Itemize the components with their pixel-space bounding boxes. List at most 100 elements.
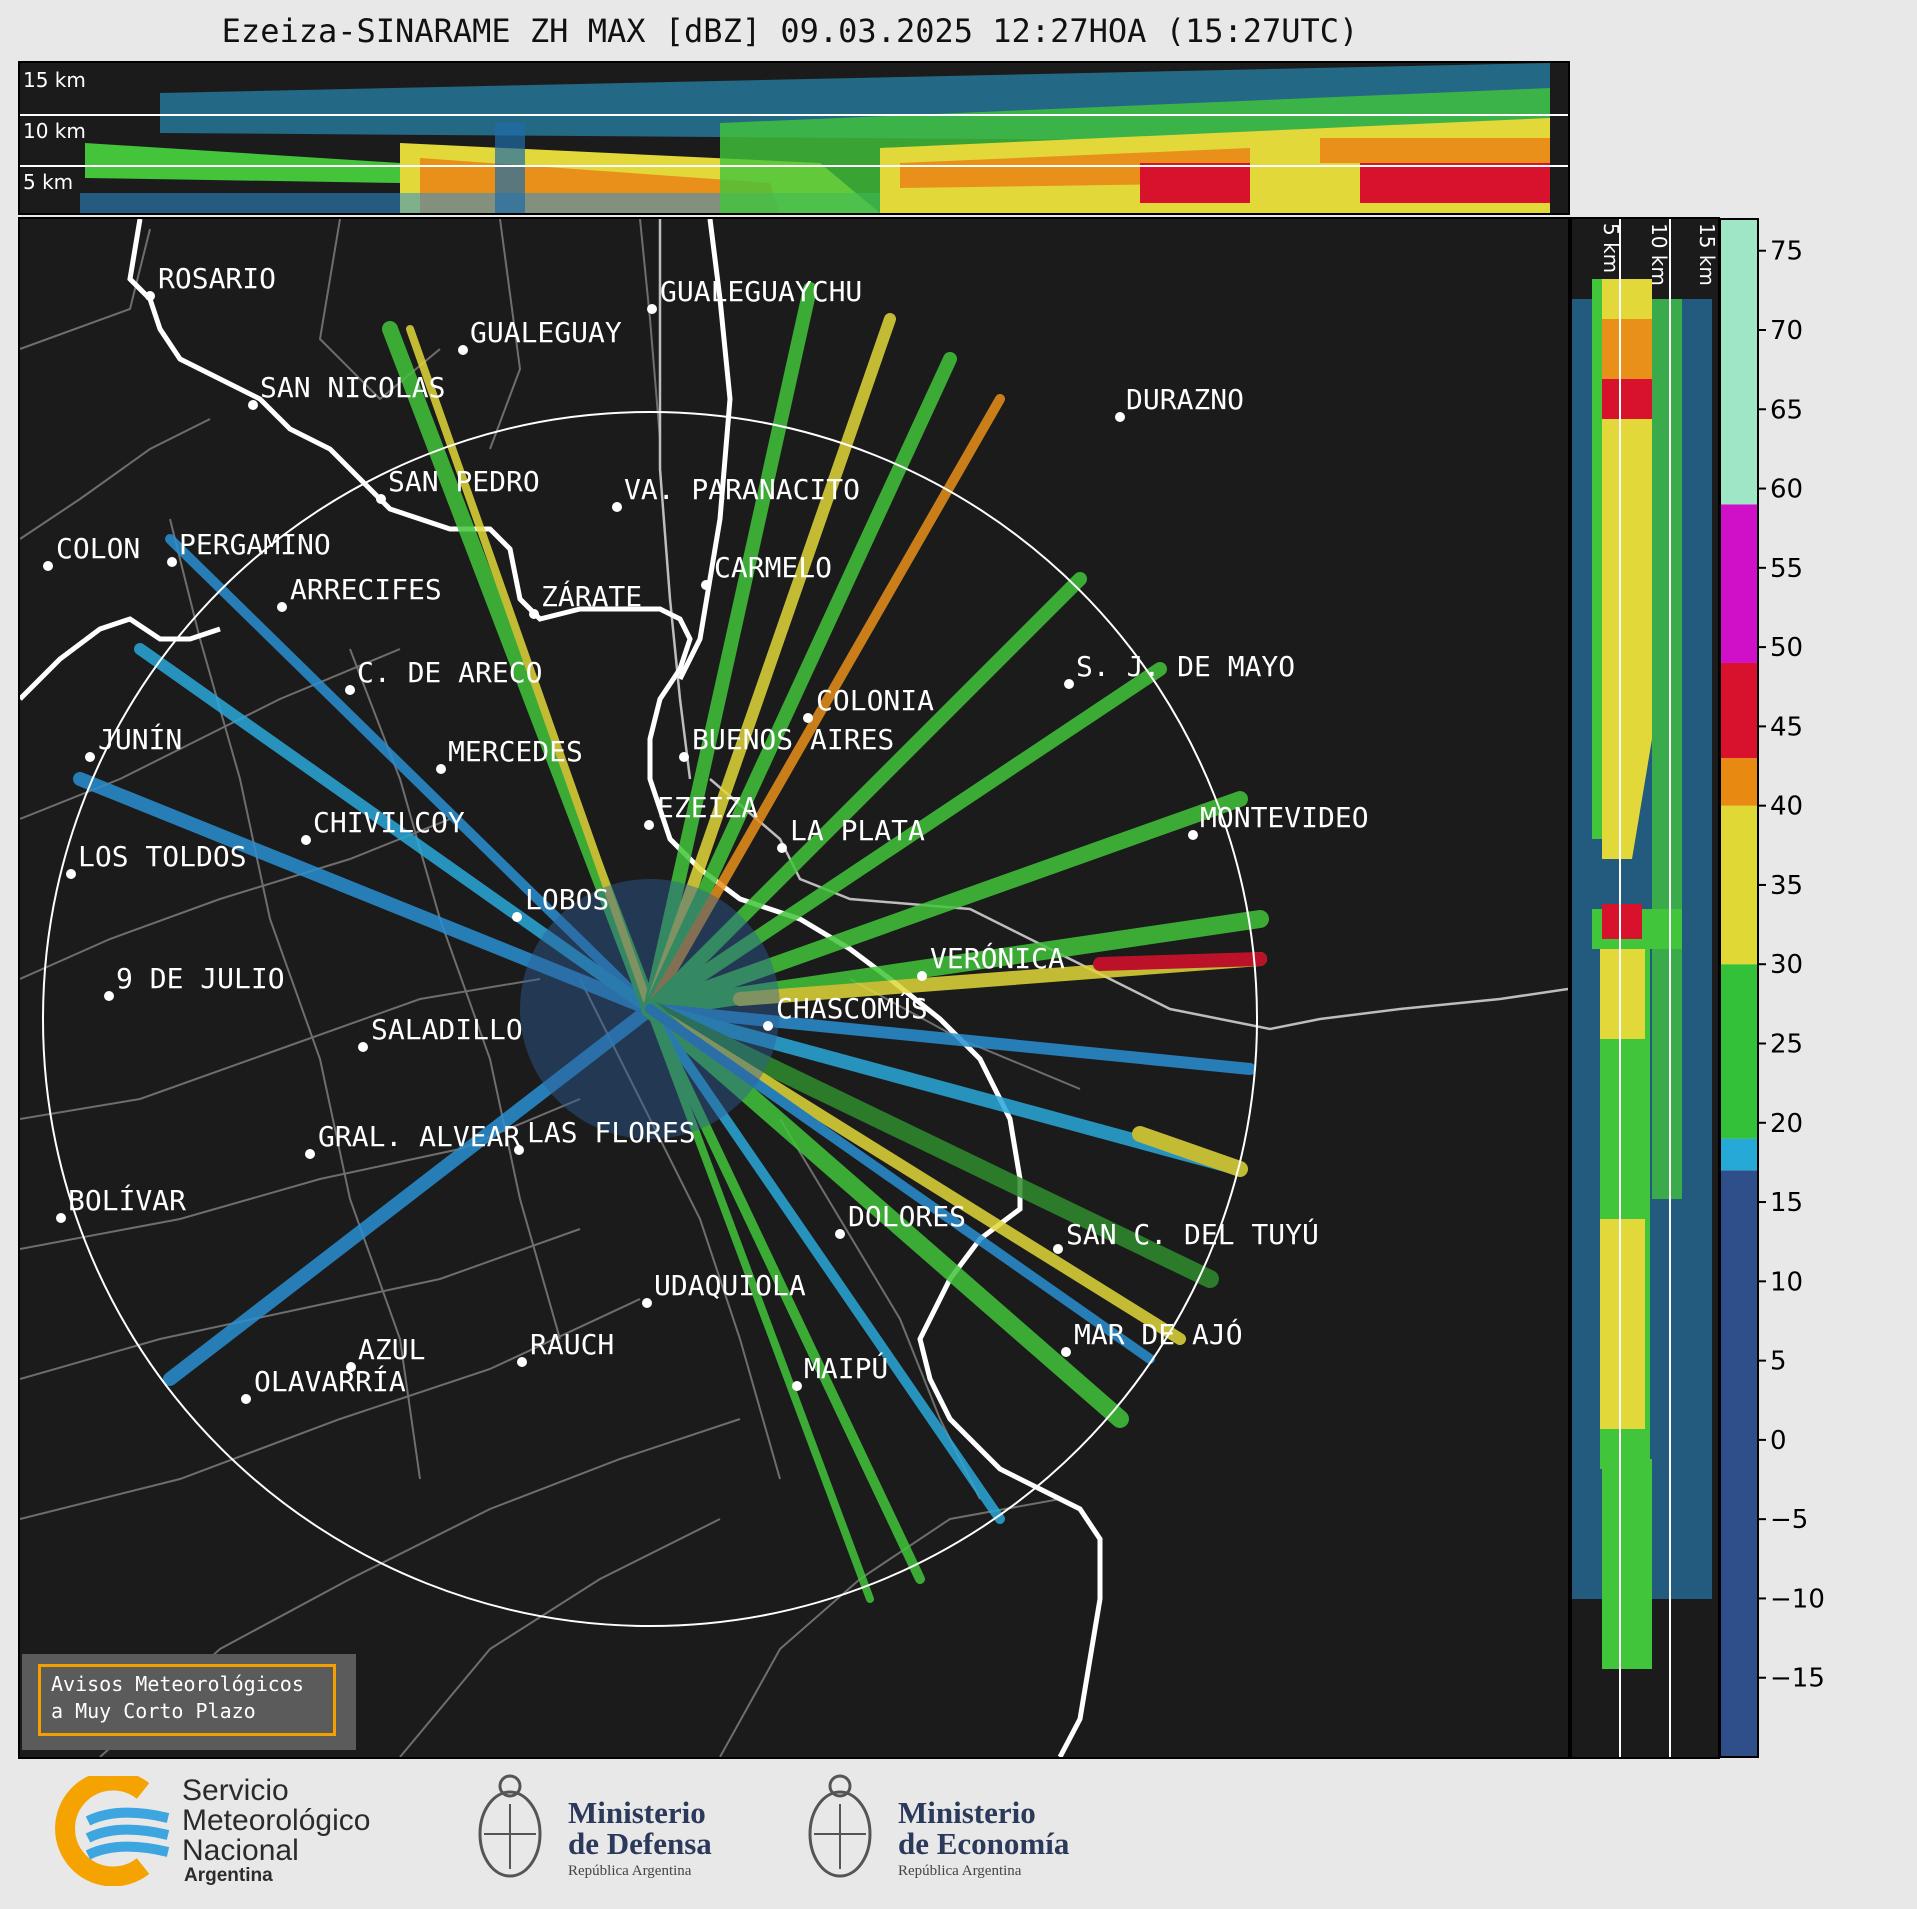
city-label-saladillo: SALADILLO <box>371 1013 523 1046</box>
top-profile-svg: 15 km 10 km 5 km <box>20 63 1568 213</box>
city-label-mar-de-ajo: MAR DE AJÓ <box>1074 1317 1243 1351</box>
city-label-montevideo: MONTEVIDEO <box>1200 801 1369 834</box>
colorbar-tick-label: 10 <box>1770 1267 1803 1297</box>
city-label-azul: AZUL <box>358 1333 425 1366</box>
city-label-gral-alvear: GRAL. ALVEAR <box>318 1120 520 1153</box>
smn-logo-text: Servicio Meteorológico Nacional <box>182 1776 370 1866</box>
colorbar-tick-label: 75 <box>1770 237 1803 267</box>
city-label-chivilcoy: CHIVILCOY <box>313 806 465 839</box>
top-profile-echoes <box>80 63 1550 213</box>
radar-echoes <box>73 282 1269 1603</box>
city-label-lobos: LOBOS <box>525 883 609 916</box>
city-label-rauch: RAUCH <box>530 1328 614 1361</box>
colorbar-tick-label: −5 <box>1770 1505 1808 1535</box>
economia-line-2: de Economía <box>898 1826 1070 1861</box>
economia-text: Ministerio de Economía República Argenti… <box>898 1797 1069 1880</box>
smn-line-2: Meteorológico <box>182 1804 371 1837</box>
economia-seal-icon <box>808 1774 872 1878</box>
colorbar-tick-label: 15 <box>1770 1188 1803 1218</box>
city-label-va-paranacito: VA. PARANACITO <box>624 473 860 506</box>
city-label-la-plata: LA PLATA <box>790 814 925 847</box>
city-label-junin: JUNÍN <box>98 722 182 756</box>
economia-line-1: Ministerio <box>898 1795 1036 1830</box>
city-label-colonia: COLONIA <box>816 684 934 717</box>
city-label-pergamino: PERGAMINO <box>179 528 331 561</box>
colorbar-tick-label: 45 <box>1770 712 1803 742</box>
city-label-zarate: ZÁRATE <box>541 579 642 613</box>
side-height-label-5: 5 km <box>1599 223 1623 273</box>
city-label-dolores: DOLORES <box>848 1200 966 1233</box>
alert-line-2: a Muy Corto Plazo <box>51 1699 256 1723</box>
colorbar-tick-label: 0 <box>1770 1426 1787 1456</box>
alert-link[interactable]: Avisos Meteorológicos a Muy Corto Plazo <box>38 1664 336 1736</box>
radar-map-svg: ROSARIO GUALEGUAYCHU GUALEGUAY SAN NICOL… <box>20 219 1568 1757</box>
colorbar-frame <box>1719 218 1759 1758</box>
defensa-seal-icon <box>478 1774 542 1878</box>
city-label-los-toldos: LOS TOLDOS <box>78 840 247 873</box>
city-label-durazno: DURAZNO <box>1126 383 1244 416</box>
city-markers <box>43 291 1198 1404</box>
colorbar-tick-label: −15 <box>1770 1664 1825 1694</box>
city-label-ezeiza: EZEIZA <box>657 791 758 824</box>
colorbar-tick-label: −10 <box>1770 1584 1825 1614</box>
top-height-profile: 15 km 10 km 5 km <box>18 61 1570 215</box>
colorbar-tick-label: 20 <box>1770 1109 1803 1139</box>
city-label-san-c-del-tuyu: SAN C. DEL TUYÚ <box>1066 1217 1319 1251</box>
city-label-las-flores: LAS FLORES <box>527 1116 696 1149</box>
city-label-c-de-areco: C. DE ARECO <box>357 656 542 689</box>
colorbar-scale <box>1720 219 1758 1757</box>
country-borders <box>658 219 1568 1031</box>
city-label-buenos-aires: BUENOS AIRES <box>692 723 894 756</box>
colorbar-tick-label: 65 <box>1770 395 1803 425</box>
colorbar-segment <box>1720 219 1758 505</box>
city-label-san-pedro: SAN PEDRO <box>388 465 540 498</box>
city-label-rosario: ROSARIO <box>158 262 276 295</box>
defensa-sub: República Argentina <box>568 1863 692 1879</box>
colorbar-segment <box>1720 1170 1758 1757</box>
city-label-s-j-de-mayo: S. J. DE MAYO <box>1076 650 1295 683</box>
city-label-gualeguaychu: GUALEGUAYCHU <box>660 275 862 308</box>
city-label-olavarria: OLAVARRÍA <box>254 1364 406 1398</box>
colorbar-tick-label: 40 <box>1770 792 1803 822</box>
city-label-maipu: MAIPÚ <box>804 1351 888 1385</box>
colorbar-tick-label: 5 <box>1770 1347 1787 1377</box>
city-label-san-nicolas: SAN NICOLAS <box>260 371 445 404</box>
smn-line-1: Servicio <box>182 1774 289 1807</box>
radar-range-ring <box>42 411 1258 1627</box>
economia-sub: República Argentina <box>898 1863 1022 1879</box>
colorbar-segment <box>1720 758 1758 806</box>
city-label-veronica: VERÓNICA <box>930 941 1065 975</box>
city-label-gualeguay: GUALEGUAY <box>470 316 622 349</box>
colorbar-segment <box>1720 504 1758 663</box>
coastline-and-rivers <box>20 219 1103 1757</box>
side-height-label-10: 10 km <box>1647 223 1671 286</box>
colorbar-tick-label: 55 <box>1770 554 1803 584</box>
top-height-label-10: 10 km <box>23 119 86 143</box>
side-profile-svg: 5 km 10 km 15 km <box>1572 219 1718 1757</box>
colorbar-tick-label: 35 <box>1770 871 1803 901</box>
alert-line-1: Avisos Meteorológicos <box>51 1672 304 1696</box>
alert-box[interactable]: Avisos Meteorológicos a Muy Corto Plazo <box>22 1654 356 1750</box>
radar-title: Ezeiza-SINARAME ZH MAX [dBZ] 09.03.2025 … <box>221 12 1359 50</box>
side-height-profile: 5 km 10 km 15 km <box>1570 217 1720 1759</box>
defensa-line-1: Ministerio <box>568 1795 706 1830</box>
city-label-colon: COLON <box>56 532 140 565</box>
city-label-udaquiola: UDAQUIOLA <box>654 1269 806 1302</box>
city-label-bolivar: BOLÍVAR <box>68 1183 186 1217</box>
colorbar-segment <box>1720 964 1758 1139</box>
colorbar-segment <box>1720 1138 1758 1171</box>
radar-map: ROSARIO GUALEGUAYCHU GUALEGUAY SAN NICOL… <box>18 217 1570 1759</box>
side-height-label-15: 15 km <box>1695 223 1718 286</box>
top-height-label-15: 15 km <box>23 68 86 92</box>
smn-subtitle: Argentina <box>184 1865 273 1886</box>
top-height-label-5: 5 km <box>23 170 73 194</box>
colorbar-tick-label: 70 <box>1770 316 1803 346</box>
city-labels: ROSARIO GUALEGUAYCHU GUALEGUAY SAN NICOL… <box>56 262 1369 1398</box>
smn-line-3: Nacional <box>182 1834 299 1867</box>
city-label-carmelo: CARMELO <box>714 551 832 584</box>
colorbar-tick-label: 25 <box>1770 1029 1803 1059</box>
side-profile-echoes <box>1572 279 1712 1669</box>
city-label-chascomus: CHASCOMÚS <box>776 991 928 1025</box>
